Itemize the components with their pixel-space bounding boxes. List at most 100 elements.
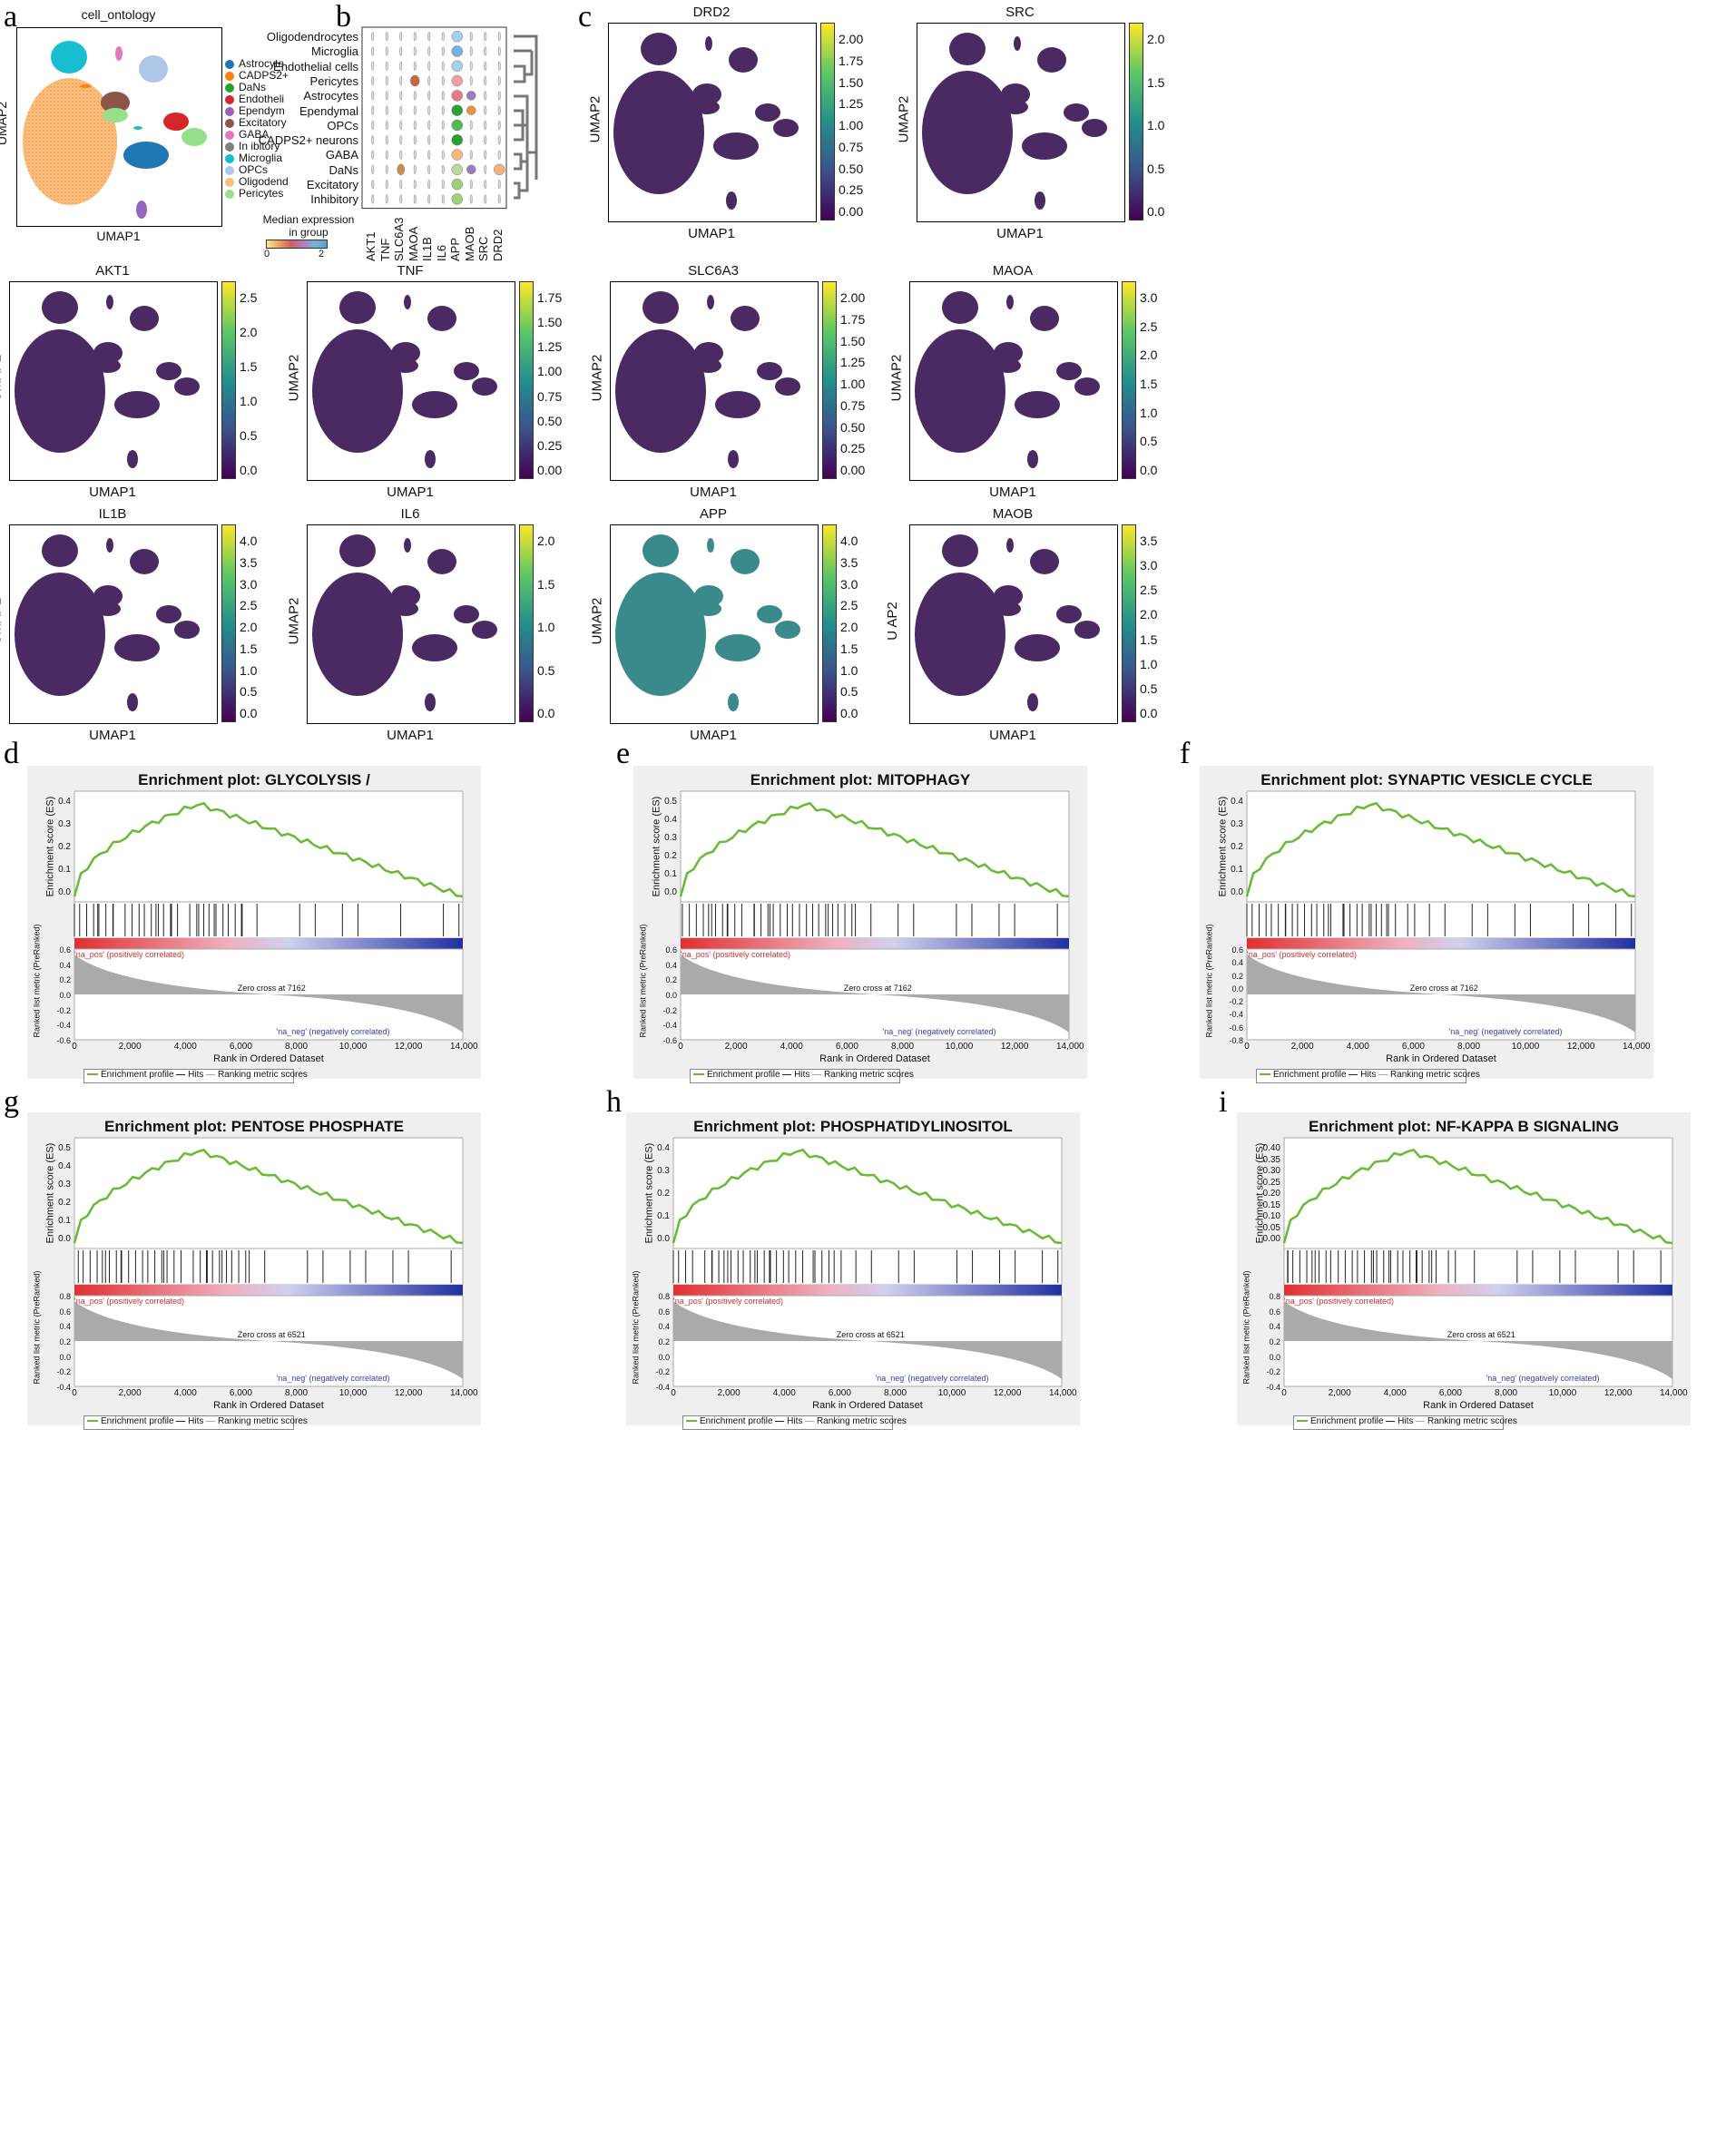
cluster-blob [312,329,403,453]
x-tick: 6,000 [1401,1042,1425,1052]
legend-hits: Hits [188,1070,204,1080]
es-tick: 0.3 [657,1166,670,1176]
feature-plot-title: MAOA [992,263,1034,279]
x-tick: 10,000 [1511,1042,1540,1052]
colorbar-tick: 1.25 [537,339,563,355]
colorbar-tick: 2.0 [240,620,258,634]
es-axes [680,790,1070,903]
violin-shape [497,179,501,190]
cluster-blob [755,103,780,122]
es-tick: 0.3 [58,1180,71,1189]
violin-shape [451,163,463,176]
gsea-svg [73,790,464,1041]
es-ylabel: Enrichment score (ES) [1254,1142,1266,1244]
colorbar-tick: 0.0 [1147,204,1165,219]
violin-shape [484,194,487,204]
feature-ylabel: UMAP2 [896,95,912,143]
colorbar-tick: 0.0 [537,706,555,720]
violin-shape [427,135,431,145]
es-tick: 0.1 [58,865,71,875]
violin-shape [497,135,501,145]
hits-axes [74,1248,464,1286]
x-tick: 14,000 [450,1042,478,1052]
rank-metric-area [1247,955,1635,1033]
violin-gene-labels: AKT1 TNF SLC6A3 MAOA IL1B IL6 APP MAOB SRC DRD2 [360,216,542,261]
cluster-blob [42,534,78,567]
rank-tick: 0.2 [658,1337,670,1346]
feature-xlabel: UMAP1 [989,485,1036,500]
violin-shape [427,164,431,175]
violin-shape [371,105,375,115]
zero-cross-label: Zero cross at 7162 [1409,984,1478,993]
legend-item: Astrocyte [225,57,284,70]
cluster-blob [731,306,760,331]
violin-shape [497,75,501,86]
cluster-blob [339,291,376,324]
cluster-blob [715,634,760,661]
gsea-plot: Enrichment plot: PHOSPHATIDYLINOSITOL SI… [626,1112,1080,1430]
colorbar-tick: 0.0 [840,706,858,720]
violin-gene-label: MAOA [406,226,420,261]
zero-cross-label: Zero cross at 7162 [843,984,912,993]
cluster-blob [942,291,978,324]
cluster-blob [757,362,782,380]
cluster-blob [1030,549,1059,574]
violin-shape [484,150,487,160]
violin-shape [371,46,375,56]
cluster-blob [757,605,782,623]
cluster-blob [694,100,720,114]
violin-shape [484,120,487,131]
legend-item: DaNs [225,81,266,93]
es-tick: 0.20 [1262,1189,1280,1199]
violin-shape [371,75,375,86]
es-axes [74,790,464,903]
violin-shape [469,179,473,190]
colorbar-tick: 3.0 [240,576,258,592]
legend-item: Oligodend [225,175,289,188]
gsea-plot: Enrichment plot: GLYCOLYSIS / GLUCONEOGE… [27,766,481,1083]
zero-cross-label: Zero cross at 6521 [1447,1330,1515,1339]
x-tick: 8,000 [1457,1042,1481,1052]
colorbar-tick: 0.75 [537,388,563,404]
cluster-blob [613,71,704,194]
cell-type-legend: Astrocyte CADPS2+ DaNs Endotheli Ependym Exci… [225,57,334,202]
rank-ylabel: Ranked list metric (PreRanked) [1204,924,1214,1038]
violin-shape [441,91,445,101]
panel-label-h: h [606,1085,622,1119]
feature-ylabel: UMAP2 [888,354,905,402]
rank-colorbar [1247,938,1635,949]
violin-shape [466,105,476,115]
cluster-blob [412,634,457,661]
x-tick: 0 [72,1042,77,1052]
colorbar-tick: 0.75 [840,397,866,413]
violin-row-label: Astrocytes [303,89,358,103]
violin-shape [413,164,417,175]
colorbar-tick: 3.5 [240,554,258,570]
legend-label: Excitatory [239,116,287,129]
violin-gene-label: SLC6A3 [392,217,406,261]
colorbar-tick: 3.0 [1140,558,1158,573]
es-tick: 0.25 [1262,1177,1280,1188]
cluster-blob [106,295,113,309]
violin-gene-label: IL6 [434,244,448,261]
cluster-blob [705,36,712,51]
x-tick: 0 [1244,1042,1250,1052]
x-tick: 2,000 [717,1388,740,1398]
feature-plot-title: DRD2 [692,5,731,20]
x-tick: 12,000 [993,1388,1022,1398]
x-tick: 8,000 [891,1042,915,1052]
x-tick: 2,000 [1290,1042,1314,1052]
zero-cross-label: Zero cross at 6521 [237,1330,306,1339]
rank-tick: 0.6 [1269,1307,1280,1317]
rank-tick: 0.4 [665,960,677,970]
violin-shape [484,61,487,71]
violin-shape [469,120,473,131]
pos-correlated-label: 'na_pos' (positively correlated) [1247,950,1357,959]
es-tick: 0.3 [664,833,677,843]
umap-title: cell_ontology [81,7,156,22]
cluster-blob [642,291,679,324]
colorbar-tick: 3.5 [1140,534,1158,548]
neg-correlated-label: 'na_neg' (negatively correlated) [1486,1374,1600,1383]
feature-plot-maoa: MAOA UMAP1 UMAP2 3.0 2.5 2.0 1.5 1.0 0.5 0.0 [888,263,1182,500]
feature-plot-frame [909,281,1118,481]
